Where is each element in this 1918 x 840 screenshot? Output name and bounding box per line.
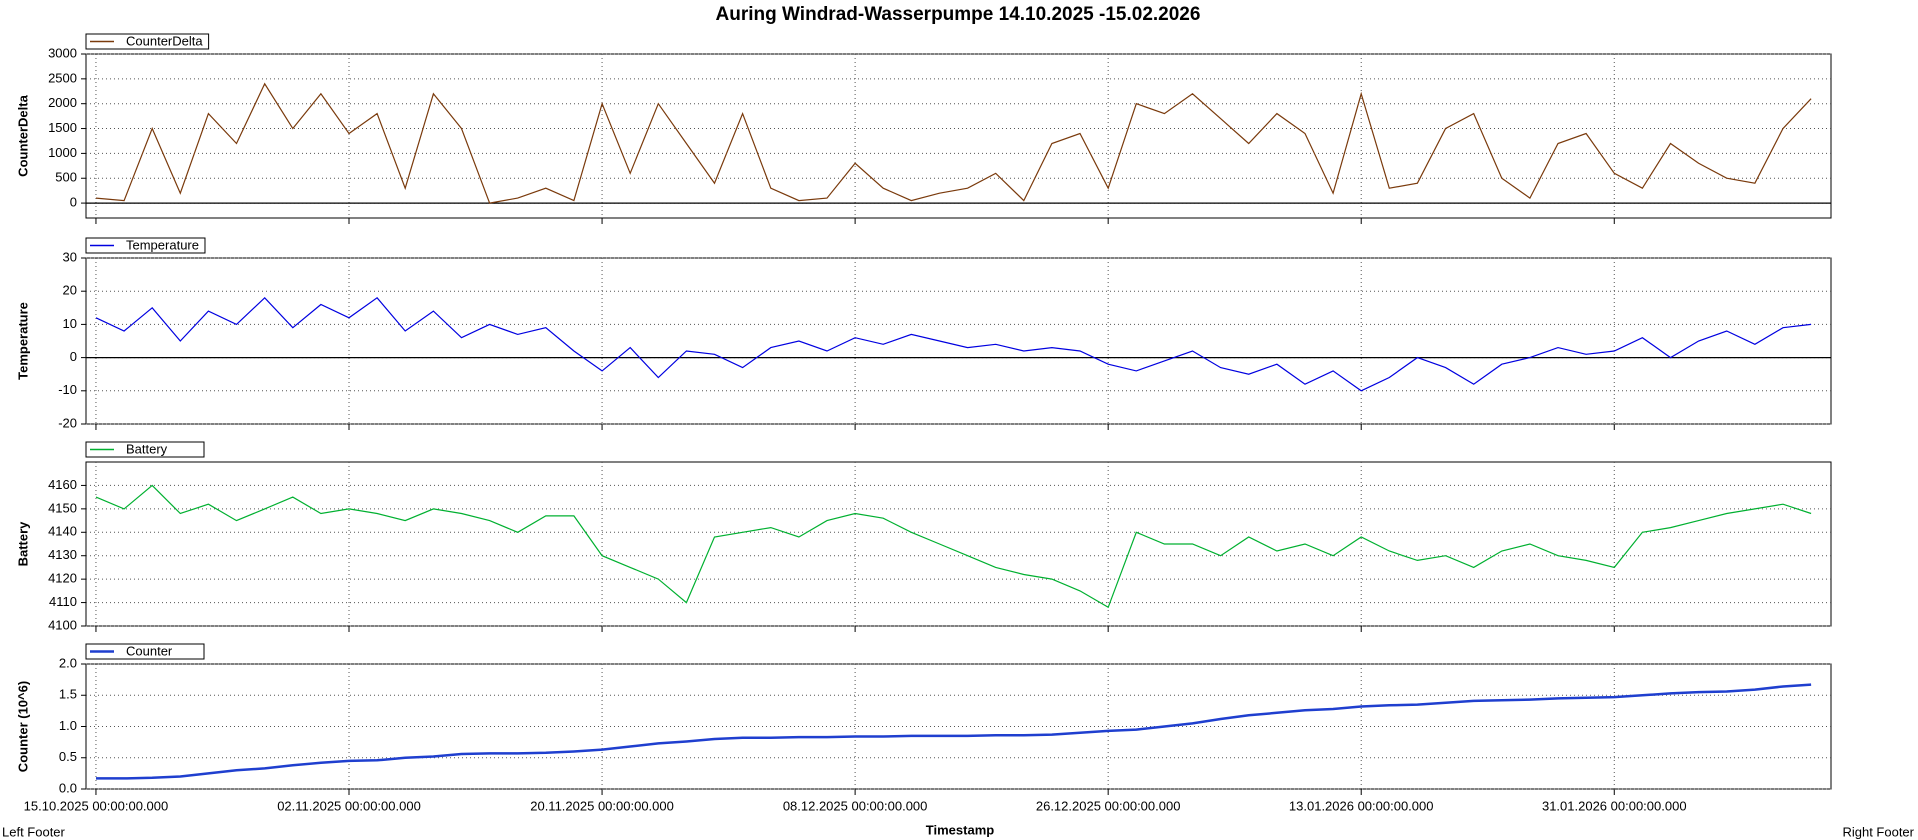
y-axis-label: Temperature: [15, 302, 30, 380]
y-tick-label: 1.0: [59, 718, 77, 733]
y-tick-label: 20: [63, 283, 77, 298]
legend-box: [85, 237, 206, 254]
series-line: [95, 82, 1812, 204]
y-tick-label: -10: [58, 382, 77, 397]
y-tick-label: 3000: [48, 45, 77, 60]
y-tick-label: 30: [63, 249, 77, 264]
legend-box: [85, 441, 205, 458]
legend-box: [85, 33, 210, 50]
series-line: [96, 683, 1812, 780]
legend-label: Temperature: [126, 237, 199, 252]
y-tick-label: 10: [63, 316, 77, 331]
y-tick-label: 2500: [48, 70, 77, 85]
y-tick-label: 4130: [48, 547, 77, 562]
y-tick-label: -20: [58, 415, 77, 430]
chart-title: Auring Windrad-Wasserpumpe 14.10.2025 -1…: [716, 4, 1201, 25]
y-tick-label: 1000: [48, 145, 77, 160]
legend-label: Battery: [126, 441, 168, 456]
y-tick-label: 2.0: [59, 655, 77, 670]
y-tick-label: 0: [70, 349, 77, 364]
y-tick-label: 1.5: [59, 687, 77, 702]
y-tick-label: 500: [55, 170, 77, 185]
footer-right: Right Footer: [1842, 824, 1914, 839]
x-tick-label: 31.01.2026 00:00:00.000: [1542, 798, 1687, 813]
series-line: [95, 296, 1812, 392]
y-axis-label: Counter (10^6): [15, 681, 30, 772]
legend-label: Counter: [126, 643, 173, 658]
x-tick-label: 13.01.2026 00:00:00.000: [1289, 798, 1434, 813]
x-tick-label: 08.12.2025 00:00:00.000: [783, 798, 928, 813]
x-tick-label: 15.10.2025 00:00:00.000: [24, 798, 169, 813]
y-tick-label: 4120: [48, 571, 77, 586]
y-tick-label: 4100: [48, 617, 77, 632]
y-tick-label: 4150: [48, 500, 77, 515]
y-tick-label: 0.5: [59, 749, 77, 764]
y-tick-label: 1500: [48, 120, 77, 135]
series-line: [95, 484, 1812, 609]
y-tick-label: 4110: [49, 594, 77, 609]
y-tick-label: 4140: [48, 524, 77, 539]
footer-left: Left Footer: [2, 824, 66, 839]
y-tick-label: 0: [70, 195, 77, 210]
x-tick-label: 26.12.2025 00:00:00.000: [1036, 798, 1181, 813]
x-tick-label: 02.11.2025 00:00:00.000: [277, 798, 421, 813]
y-axis-label: Battery: [15, 521, 30, 567]
x-tick-label: 20.11.2025 00:00:00.000: [530, 798, 674, 813]
y-tick-label: 2000: [48, 95, 77, 110]
y-axis-label: CounterDelta: [15, 94, 30, 176]
x-axis-label: Timestamp: [926, 822, 994, 837]
legend-box: [85, 643, 205, 660]
y-tick-label: 0.0: [59, 780, 77, 795]
legend-label: CounterDelta: [126, 33, 203, 48]
y-tick-label: 4160: [48, 477, 77, 492]
